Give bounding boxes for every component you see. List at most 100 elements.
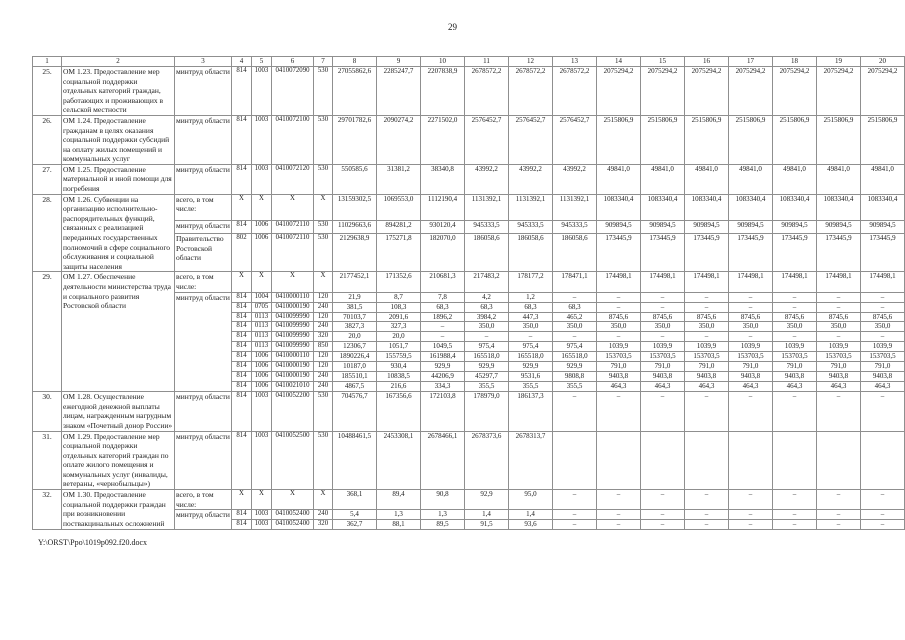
- value-cell: 945333,5: [508, 219, 553, 235]
- code-cell: X: [251, 193, 272, 221]
- value-cell: –: [772, 331, 817, 343]
- value-cell: 165518,0: [464, 351, 509, 363]
- code-cell: 814: [231, 341, 252, 353]
- value-cell: 8,7: [376, 291, 421, 303]
- value-cell: 185510,1: [332, 371, 377, 383]
- executor-cell: минтруд области: [174, 430, 232, 491]
- value-cell: 186058,6: [552, 233, 597, 273]
- code-cell: 814: [231, 163, 252, 195]
- value-cell: 1039,9: [596, 341, 641, 353]
- code-cell: 1003: [251, 509, 272, 521]
- value-cell: –: [728, 331, 773, 343]
- table-row: 814 1006 0410021010 240 4867,5 216,6 334,3 355,…: [33, 381, 905, 393]
- value-cell: 350,0: [640, 321, 685, 333]
- value-cell: 1131392,1: [464, 193, 509, 221]
- code-cell: X: [313, 193, 333, 221]
- value-cell: 153703,5: [728, 351, 773, 363]
- value-cell: 464,3: [596, 381, 641, 393]
- code-cell: 320: [313, 331, 333, 343]
- value-cell: –: [596, 391, 641, 432]
- value-cell: 49841,0: [596, 163, 641, 195]
- value-cell: 95,0: [508, 489, 553, 511]
- row-number-cell: 31.: [32, 430, 62, 491]
- value-cell: 217483,2: [464, 271, 509, 293]
- value-cell: –: [860, 331, 905, 343]
- code-cell: 240: [313, 371, 333, 383]
- value-cell: –: [640, 519, 685, 531]
- value-cell: 355,5: [552, 381, 597, 393]
- value-cell: 10838,5: [376, 371, 421, 383]
- row-number-cell: 30.: [32, 391, 62, 432]
- column-header-cell: 6: [271, 56, 314, 67]
- code-cell: 530: [313, 65, 333, 116]
- value-cell: 1083340,4: [640, 193, 685, 221]
- column-header-cell: 3: [174, 56, 232, 67]
- value-cell: 929,9: [420, 361, 465, 373]
- code-cell: 1003: [251, 163, 272, 195]
- value-cell: 173445,9: [640, 233, 685, 273]
- value-cell: 49841,0: [728, 163, 773, 195]
- code-cell: 1006: [251, 381, 272, 393]
- value-cell: 3984,2: [464, 311, 509, 323]
- value-cell: –: [816, 489, 861, 511]
- code-cell: 1003: [251, 65, 272, 116]
- value-cell: 791,0: [728, 361, 773, 373]
- code-cell: 240: [313, 509, 333, 521]
- value-cell: [816, 430, 861, 491]
- value-cell: 12306,7: [332, 341, 377, 353]
- value-cell: 68,3: [508, 301, 553, 313]
- code-cell: 120: [313, 361, 333, 373]
- value-cell: –: [728, 509, 773, 521]
- value-cell: 791,0: [596, 361, 641, 373]
- value-cell: 10488461,5: [332, 430, 377, 491]
- code-cell: 814: [231, 371, 252, 383]
- value-cell: [596, 430, 641, 491]
- code-cell: 0113: [251, 331, 272, 343]
- file-path-footer: Y:\ORST\Ppo\1019p092.f20.docx: [38, 538, 148, 548]
- value-cell: 929,9: [464, 361, 509, 373]
- value-cell: 464,3: [640, 381, 685, 393]
- code-cell: 0705: [251, 301, 272, 313]
- value-cell: 4,2: [464, 291, 509, 303]
- code-cell: 814: [231, 331, 252, 343]
- value-cell: 91,5: [464, 519, 509, 531]
- value-cell: –: [860, 391, 905, 432]
- row-number-cell: 26.: [32, 114, 62, 165]
- value-cell: 2515806,9: [596, 114, 641, 165]
- column-header-cell: 9: [376, 56, 421, 67]
- value-cell: 350,0: [728, 321, 773, 333]
- value-cell: 8745,6: [728, 311, 773, 323]
- executor-cell: минтруд области: [174, 391, 232, 432]
- value-cell: –: [552, 331, 597, 343]
- code-cell: 850: [313, 341, 333, 353]
- table-row: 814 1003 0410052400 320 362,7 88,1 89,5 91,5 93,…: [33, 519, 905, 531]
- table-row: минтруд области 814 1003 0410052400 240 5,4 1,…: [33, 509, 905, 531]
- table-row: 814 0705 0410000190 240 381,5 108,3 68,3 68,3 68…: [33, 301, 905, 313]
- value-cell: 2515806,9: [816, 114, 861, 165]
- value-cell: 1131392,1: [508, 193, 553, 221]
- value-cell: 9403,8: [772, 371, 817, 383]
- budget-table: 1 2 3 4 5 6 7 8 9 10 11 12 13 14 15 16 17 18 19 20 25. ОМ 1.…: [32, 56, 905, 531]
- value-cell: 381,5: [332, 301, 377, 313]
- value-cell: –: [684, 489, 729, 511]
- value-cell: 8745,6: [684, 311, 729, 323]
- value-cell: 171352,6: [376, 271, 421, 293]
- code-cell: 0410099990: [271, 331, 314, 343]
- value-cell: –: [728, 489, 773, 511]
- table-row: 814 0113 0410099990 240 3827,3 327,3–350,0 350…: [33, 321, 905, 333]
- row-number-cell: 25.: [32, 65, 62, 116]
- value-cell: 68,3: [552, 301, 597, 313]
- value-cell: 49841,0: [816, 163, 861, 195]
- value-cell: 355,5: [508, 381, 553, 393]
- value-cell: –: [640, 391, 685, 432]
- value-cell: 2576452,7: [552, 114, 597, 165]
- value-cell: 2271502,0: [420, 114, 465, 165]
- table-row: 32. ОМ 1.30. Предоставление социальной по…: [32, 489, 905, 531]
- program-title-cell: ОМ 1.24. Предоставление гражданам в целя…: [61, 114, 175, 165]
- code-cell: X: [271, 193, 314, 221]
- value-cell: –: [772, 509, 817, 521]
- code-cell: 1003: [251, 430, 272, 491]
- value-cell: –: [552, 519, 597, 531]
- value-cell: 173445,9: [684, 233, 729, 273]
